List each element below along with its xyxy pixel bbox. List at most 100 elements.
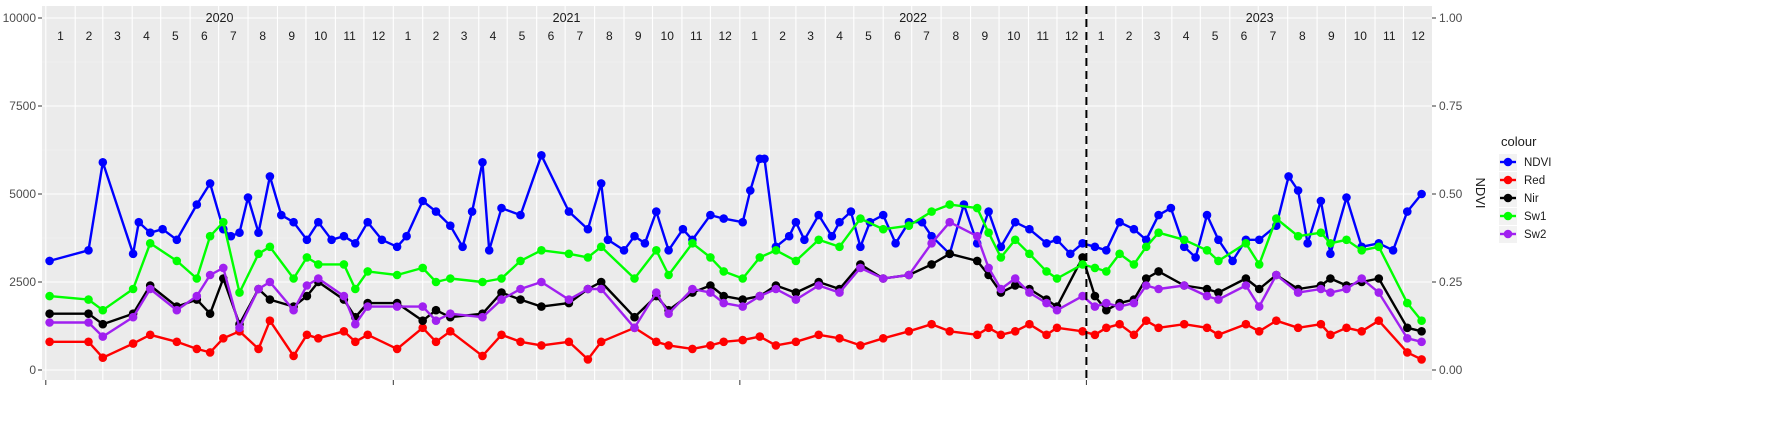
left-tick-label: 5000 [9, 187, 36, 201]
data-point-nir [738, 295, 747, 304]
data-point-sw2 [1179, 281, 1189, 290]
data-point-sw1 [1052, 274, 1062, 283]
month-label: 11 [1383, 29, 1396, 43]
data-point-sw2 [1025, 288, 1034, 297]
data-point-red [128, 339, 138, 348]
data-point-ndvi [630, 231, 639, 241]
data-point-red [1154, 323, 1163, 333]
data-point-sw1 [351, 284, 360, 294]
left-axis: 0 2500 5000 7500 10000 [3, 11, 42, 377]
data-point-ndvi [652, 207, 661, 216]
legend-label-sw2: Sw2 [1524, 229, 1546, 241]
data-point-red [564, 337, 574, 347]
data-point-sw2 [688, 284, 697, 294]
data-point-ndvi [1191, 253, 1200, 262]
month-label: 12 [1412, 29, 1426, 43]
data-point-sw1 [254, 249, 263, 259]
data-point-red [1403, 348, 1412, 357]
data-point-red [706, 341, 715, 350]
data-point-sw1 [1342, 235, 1351, 245]
month-label: 10 [314, 29, 328, 43]
data-point-ndvi [760, 154, 769, 164]
data-point-sw2 [1241, 281, 1251, 290]
data-point-red [984, 323, 993, 333]
data-point-nir [265, 295, 275, 304]
month-label: 7 [230, 29, 237, 43]
data-point-nir [205, 309, 215, 319]
data-point-sw1 [664, 270, 673, 280]
data-point-ndvi [835, 217, 844, 227]
data-point-red [219, 334, 228, 343]
data-point-nir [945, 249, 954, 259]
data-point-nir [1141, 274, 1151, 283]
data-point-ndvi [564, 207, 574, 216]
data-point-ndvi [254, 228, 263, 237]
data-point-ndvi [467, 207, 477, 216]
data-point-ndvi [814, 210, 823, 220]
data-point-sw2 [1326, 288, 1335, 297]
data-point-ndvi [846, 207, 856, 216]
data-point-ndvi [235, 228, 244, 237]
data-point-nir [1417, 327, 1426, 336]
data-point-ndvi [1202, 210, 1212, 220]
month-label: 5 [172, 29, 179, 43]
data-point-red [205, 348, 215, 357]
data-point-ndvi [1388, 246, 1398, 255]
left-tick-label: 0 [29, 363, 36, 377]
data-point-red [84, 337, 93, 347]
year-label: 2022 [899, 11, 927, 25]
data-point-ndvi [192, 200, 202, 209]
data-point-red [1374, 316, 1384, 326]
data-point-red [1326, 330, 1335, 340]
data-point-ndvi [640, 239, 650, 248]
data-point-sw1 [446, 274, 455, 283]
month-label: 1 [1098, 29, 1105, 43]
data-point-sw1 [98, 305, 108, 315]
data-point-red [771, 341, 781, 350]
data-point-sw1 [431, 277, 441, 287]
data-point-nir [1202, 284, 1212, 294]
right-tick-label: 0.25 [1439, 275, 1463, 289]
year-label: 2021 [553, 11, 581, 25]
data-point-nir [537, 302, 546, 311]
data-point-ndvi [603, 235, 613, 245]
month-label: 11 [690, 29, 703, 43]
month-label: 3 [807, 29, 814, 43]
data-point-sw2 [596, 284, 606, 294]
data-point-sw2 [1357, 274, 1366, 283]
legend-label-ndvi: NDVI [1524, 157, 1551, 169]
data-point-nir [596, 277, 606, 287]
month-label: 9 [1328, 29, 1335, 43]
month-label: 6 [894, 29, 901, 43]
data-point-ndvi [98, 158, 108, 167]
data-point-red [972, 330, 982, 340]
data-point-nir [791, 288, 801, 297]
data-point-nir [45, 309, 54, 319]
data-point-sw2 [235, 323, 244, 333]
data-point-ndvi [827, 231, 837, 241]
data-point-red [478, 351, 487, 361]
data-point-nir [1374, 274, 1384, 283]
data-point-ndvi [856, 242, 865, 252]
legend-title: colour [1501, 134, 1537, 149]
data-point-red [145, 330, 155, 340]
month-label: 2 [1126, 29, 1133, 43]
legend-label-nir: Nir [1524, 193, 1539, 205]
data-point-sw1 [1115, 249, 1124, 259]
data-point-ndvi [1228, 256, 1237, 266]
data-point-ndvi [1115, 217, 1124, 227]
month-label: 12 [372, 29, 386, 43]
left-tick-label: 7500 [9, 99, 36, 113]
data-point-red [392, 344, 402, 354]
data-point-sw1 [996, 253, 1006, 262]
data-point-ndvi [377, 235, 387, 245]
month-label: 3 [114, 29, 121, 43]
data-point-sw1 [1010, 235, 1020, 245]
data-point-ndvi [1129, 224, 1139, 234]
data-point-sw1 [363, 267, 373, 276]
right-tick-label: 0.00 [1439, 363, 1463, 377]
month-label: 2 [779, 29, 786, 43]
data-point-red [446, 327, 455, 336]
data-point-ndvi [800, 235, 809, 245]
